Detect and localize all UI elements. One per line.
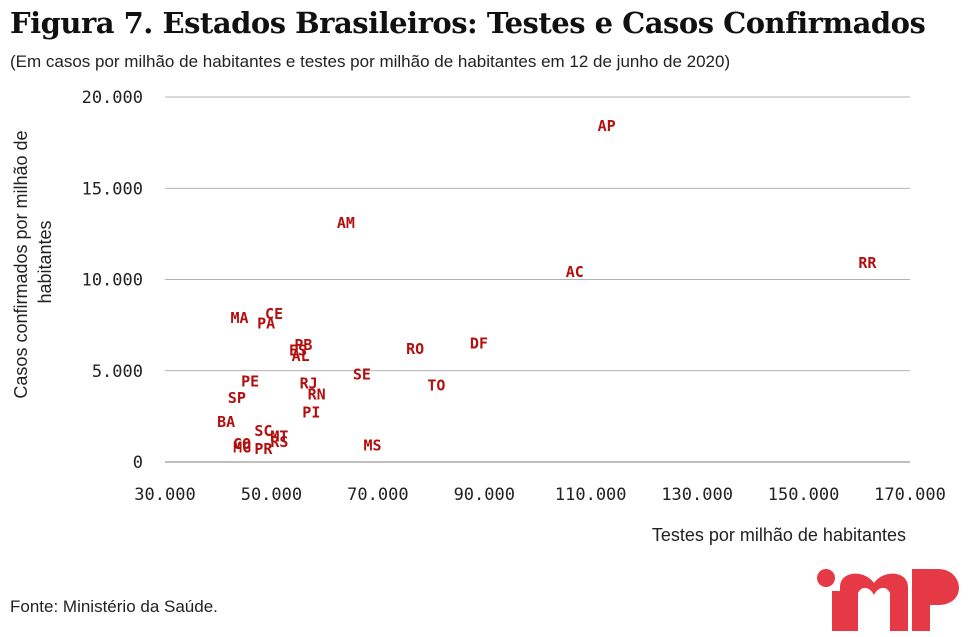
x-tick-label: 50.000 (241, 485, 302, 505)
y-tick-label: 5.000 (92, 362, 143, 382)
point-label-rs: RS (270, 433, 288, 451)
scatter-chart: 0 5.000 10.000 15.000 20.000 30.000 50.000 70.… (11, 88, 946, 545)
logo-dot (817, 569, 835, 587)
point-label-sc: SC (254, 422, 272, 440)
point-label-mg: MG (233, 438, 251, 456)
logo-m (840, 573, 908, 631)
point-label-ms: MS (364, 437, 382, 455)
x-tick-label: 90.000 (454, 485, 515, 505)
x-tick-label: 150.000 (768, 485, 840, 505)
point-label-es: ES (289, 342, 307, 360)
chart-title: Figura 7. Estados Brasileiros: Testes e … (10, 6, 926, 40)
y-tick-label: 15.000 (82, 179, 143, 199)
x-axis-ticks: 30.000 50.000 70.000 90.000 110.000 130.000 15… (134, 485, 946, 505)
logo-p (912, 569, 960, 631)
point-label-am: AM (337, 214, 355, 232)
y-axis-label-line-1: Casos confirmados por milhão de (11, 130, 31, 398)
point-label-sp: SP (228, 389, 246, 407)
point-label-pb: PB (294, 336, 312, 354)
x-tick-label: 130.000 (661, 485, 733, 505)
gridlines (165, 96, 910, 463)
chart-subtitle: (Em casos por milhão de habitantes e tes… (10, 52, 731, 71)
x-tick-label: 70.000 (347, 485, 408, 505)
logo-shapes (817, 569, 960, 631)
x-tick-label: 110.000 (555, 485, 627, 505)
point-label-ma: MA (230, 309, 248, 327)
point-label-to: TO (427, 376, 445, 394)
point-label-pe: PE (241, 373, 259, 391)
point-label-pi: PI (302, 404, 320, 422)
source-note: Fonte: Ministério da Saúde. (10, 597, 218, 616)
point-label-rj: RJ (300, 375, 318, 393)
point-label-se: SE (353, 365, 371, 383)
y-tick-label: 10.000 (82, 271, 143, 291)
y-tick-label: 20.000 (82, 88, 143, 108)
point-label-pr: PR (254, 440, 273, 458)
x-tick-label: 170.000 (874, 485, 946, 505)
point-label-ac: AC (566, 263, 584, 281)
x-tick-label: 30.000 (134, 485, 195, 505)
imp-logo-icon (817, 569, 960, 631)
point-label-ba: BA (217, 413, 235, 431)
point-label-ro: RO (406, 340, 424, 358)
y-axis-label: Casos confirmados por milhão de habitant… (11, 125, 55, 398)
point-label-al: AL (292, 347, 310, 365)
x-axis-label: Testes por milhão de habitantes (652, 525, 906, 545)
point-label-mt: MT (270, 427, 288, 445)
y-tick-label: 0 (133, 453, 143, 473)
point-label-ap: AP (598, 117, 616, 135)
point-label-rn: RN (308, 385, 326, 403)
point-label-go: GO (233, 435, 251, 453)
y-axis-label-line-2: habitantes (35, 220, 55, 303)
y-axis-ticks: 0 5.000 10.000 15.000 20.000 (82, 88, 143, 473)
point-label-pa: PA (257, 314, 275, 332)
point-label-ce: CE (265, 305, 283, 323)
point-label-df: DF (470, 334, 488, 352)
point-label-rr: RR (858, 254, 877, 272)
